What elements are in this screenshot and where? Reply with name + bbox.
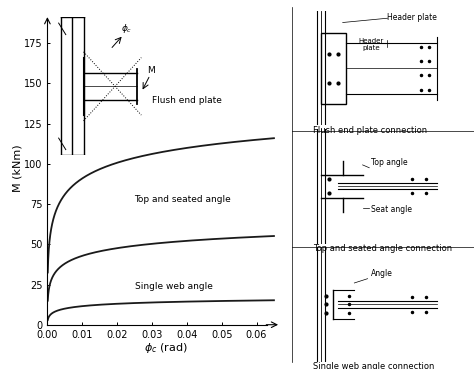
- Text: Flush end plate connection: Flush end plate connection: [313, 125, 427, 135]
- Text: Header
plate: Header plate: [358, 38, 383, 51]
- Text: Flush end plate: Flush end plate: [152, 96, 222, 105]
- Y-axis label: M (kNm): M (kNm): [12, 144, 23, 192]
- Text: Top and seated angle: Top and seated angle: [135, 196, 231, 204]
- Text: Single web angle: Single web angle: [135, 282, 212, 292]
- X-axis label: $\phi_c$ (rad): $\phi_c$ (rad): [144, 341, 188, 355]
- Text: Header plate: Header plate: [387, 13, 438, 22]
- Text: Angle: Angle: [371, 269, 393, 278]
- Text: Seat angle: Seat angle: [371, 205, 412, 214]
- Text: Top and seated angle connection: Top and seated angle connection: [313, 244, 452, 253]
- Text: Top angle: Top angle: [371, 158, 408, 167]
- Bar: [321, 32, 346, 104]
- Text: Single web angle connection: Single web angle connection: [313, 362, 434, 369]
